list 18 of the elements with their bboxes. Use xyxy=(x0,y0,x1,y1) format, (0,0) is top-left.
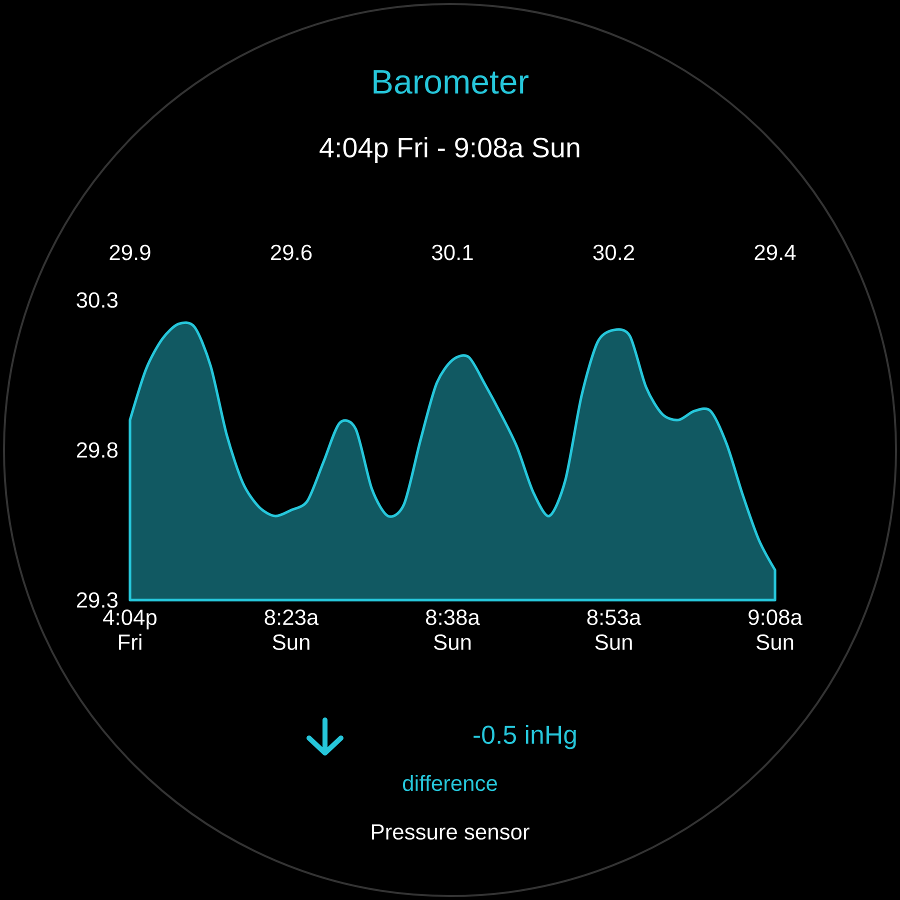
y-tick-label: 29.8 xyxy=(76,442,118,458)
x-tick-label: 8:53a Sun xyxy=(587,610,642,650)
x-tick-label: 4:04p Fri xyxy=(103,610,156,650)
text: Pressure sensor xyxy=(372,824,530,840)
data-label: 29.4 xyxy=(754,244,796,260)
x-tick-label: 9:08a Sun xyxy=(748,610,802,650)
x-tick-label: 8:38a Sun xyxy=(426,610,480,650)
data-label: 30.1 xyxy=(432,244,473,260)
text: -0.5 inHg xyxy=(474,724,576,750)
y-tick-label: 29.3 xyxy=(76,592,118,608)
data-label: 29.6 xyxy=(271,244,312,260)
data-label: 29.9 xyxy=(110,244,150,260)
data-label: 30.2 xyxy=(593,244,634,260)
y-tick-label: 30.3 xyxy=(76,292,118,308)
x-tick-label: 8:23a Sun xyxy=(264,610,319,650)
chart-title: Barometer xyxy=(374,70,528,94)
text: difference xyxy=(402,774,497,792)
chart-subtitle: 4:04p Fri - 9:08a Sun xyxy=(320,137,580,163)
